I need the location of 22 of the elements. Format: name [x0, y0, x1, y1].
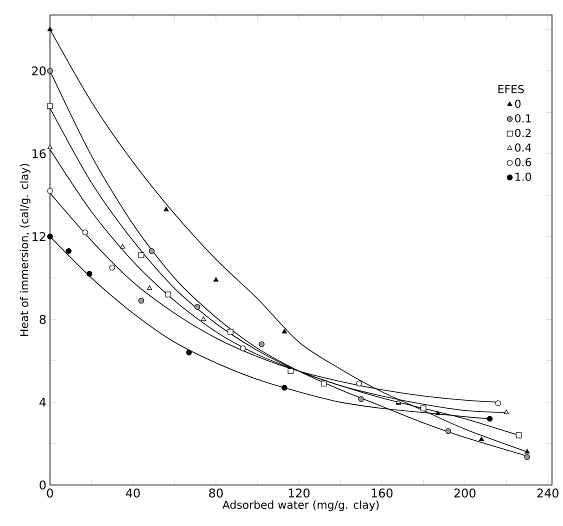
x-tick-label: 240	[537, 488, 558, 498]
x-tick-label: 160	[372, 488, 393, 498]
y-tick-label: 4	[39, 398, 46, 407]
x-axis-title: Adsorbed water (mg/g. clay)	[222, 500, 379, 512]
legend-label: 0.6	[515, 158, 532, 166]
legend-label: 0	[515, 100, 521, 108]
legend-title: EFES	[498, 84, 524, 94]
y-tick-label: 0	[40, 480, 46, 490]
legend-label: 0.1	[515, 114, 531, 122]
y-tick-label: 12	[32, 232, 46, 241]
x-tick-label: 120	[288, 488, 310, 498]
x-tick-label: 40	[126, 488, 140, 498]
y-tick-label: 16	[32, 149, 46, 158]
x-tick-label: 0	[46, 488, 54, 498]
legend-label: 1.0	[516, 172, 532, 181]
y-axis-title: Heat of immersion, (cal/g. clay)	[20, 164, 30, 336]
y-tick-label: 8	[40, 314, 46, 324]
legend-label: 0.4	[515, 143, 532, 152]
y-tick-label: 20	[32, 66, 46, 76]
x-tick-label: 200	[454, 488, 476, 498]
x-tick-label: 80	[209, 488, 223, 498]
legend-label: 0.2	[515, 128, 531, 138]
